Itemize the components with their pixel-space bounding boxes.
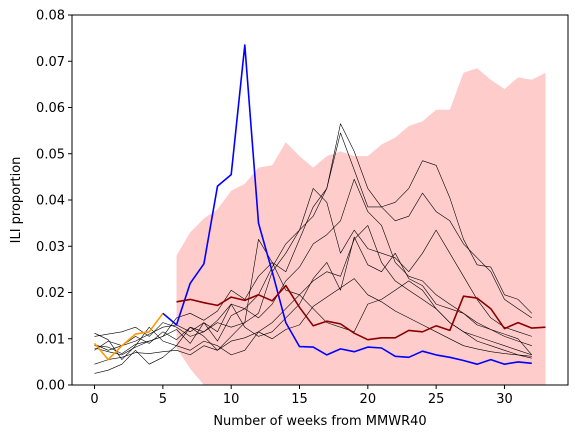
- y-axis-label: ILI proportion: [9, 157, 24, 244]
- x-tick-label: 15: [291, 392, 308, 407]
- background-series-line-5: [94, 123, 532, 337]
- background-series-line-4: [94, 188, 532, 374]
- y-tick-label: 0.00: [36, 379, 65, 394]
- x-tick-label: 5: [159, 392, 167, 407]
- y-axis-ticks: 0.00 0.01 0.02 0.03 0.04 0.05 0.06 0.07 0.08: [36, 9, 72, 394]
- x-axis-label: Number of weeks from MMWR40: [213, 414, 426, 429]
- y-tick-label: 0.06: [36, 101, 65, 116]
- uncertainty-band-area: [176, 68, 546, 385]
- forecast-series-line: [176, 284, 546, 341]
- x-tick-label: 25: [428, 392, 445, 407]
- y-tick-label: 0.02: [36, 286, 65, 301]
- y-tick-label: 0.01: [36, 332, 65, 347]
- x-tick-label: 0: [90, 392, 98, 407]
- background-series-line-3: [94, 178, 533, 356]
- background-series-line-1: [94, 278, 532, 365]
- y-tick-label: 0.07: [36, 55, 65, 70]
- uncertainty-band: [176, 68, 546, 385]
- y-tick-label: 0.04: [36, 194, 65, 209]
- y-tick-label: 0.05: [36, 147, 65, 162]
- x-tick-label: 30: [496, 392, 513, 407]
- y-tick-label: 0.08: [36, 9, 65, 24]
- x-tick-label: 10: [223, 392, 240, 407]
- observed-series-line: [162, 44, 532, 366]
- background-series-line-8: [94, 225, 532, 360]
- x-axis-ticks: 0 5 10 15 20 25 30: [90, 385, 513, 407]
- history-series-line: [93, 312, 164, 361]
- background-series-line-6: [94, 132, 533, 356]
- highlight-series-group: [93, 44, 546, 366]
- y-tick-label: 0.03: [36, 240, 65, 255]
- x-tick-label: 20: [360, 392, 377, 407]
- background-series-group: [94, 123, 533, 374]
